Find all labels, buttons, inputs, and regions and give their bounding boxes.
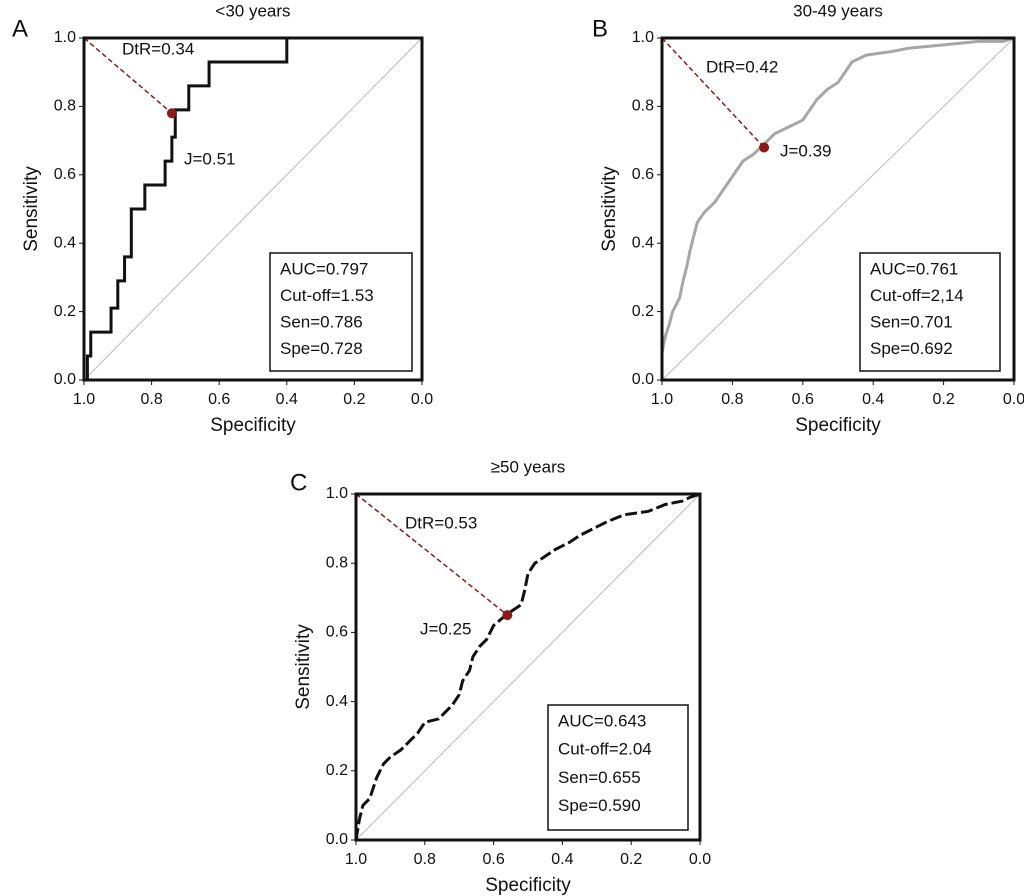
stats-line: AUC=0.797 (280, 259, 368, 278)
stats-box (859, 252, 1001, 372)
x-axis-label: Specificity (795, 415, 881, 436)
y-tick-label: 0.8 (632, 98, 654, 115)
reference-diagonal (661, 37, 1015, 381)
y-tick-label: 0.2 (54, 303, 76, 320)
x-tick-label: 0.4 (862, 391, 884, 408)
stats-box (269, 252, 413, 372)
y-tick-label: 0.4 (54, 234, 76, 251)
roc-curve (660, 36, 1015, 353)
dtr-line (355, 493, 508, 616)
stats-line: Cut-off=2,14 (870, 286, 964, 305)
y-tick-label: 0.8 (326, 554, 348, 571)
dtr-label: DtR=0.53 (405, 513, 477, 532)
chart-title: 30-49 years (793, 1, 883, 20)
x-tick-label: 1.0 (345, 851, 367, 868)
stats-line: Cut-off=2.04 (558, 740, 652, 759)
stats-line: Spe=0.692 (870, 339, 953, 358)
j-label: J=0.51 (184, 149, 236, 168)
j-label: J=0.25 (420, 619, 472, 638)
cutoff-point (502, 610, 513, 621)
x-tick-label: 0.4 (276, 391, 298, 408)
y-tick-label: 0.2 (326, 762, 348, 779)
stats-line: Spe=0.728 (280, 339, 363, 358)
panel-letter: B (592, 15, 608, 42)
reference-diagonal (83, 37, 423, 381)
x-tick-label: 0.2 (343, 391, 365, 408)
x-tick-label: 0.6 (208, 391, 230, 408)
x-tick-label: 0.2 (932, 391, 954, 408)
y-tick-label: 0.0 (326, 831, 348, 848)
x-tick-label: 0.6 (482, 851, 504, 868)
y-tick-label: 0.6 (54, 166, 76, 183)
y-tick-label: 0.6 (632, 166, 654, 183)
x-tick-label: 0.2 (620, 851, 642, 868)
cutoff-point (759, 142, 770, 153)
stats-line: Sen=0.786 (280, 312, 363, 331)
x-tick-label: 0.8 (414, 851, 436, 868)
x-tick-label: 0.0 (1003, 391, 1024, 408)
panel-letter: C (290, 469, 307, 496)
y-tick-label: 0.4 (632, 234, 654, 251)
x-tick-label: 0.8 (140, 391, 162, 408)
dtr-line (661, 37, 765, 148)
y-tick-label: 0.8 (54, 98, 76, 115)
y-tick-label: 0.0 (632, 371, 654, 388)
x-tick-label: 1.0 (73, 391, 95, 408)
roc-panel: B 30-49 years Specificity Sensitivity 1.0 0.8… (592, 1, 1024, 436)
reference-diagonal (355, 493, 701, 841)
x-tick-label: 0.8 (721, 391, 743, 408)
panel-letter: A (12, 15, 28, 42)
stats-line: Sen=0.701 (870, 312, 953, 331)
j-label: J=0.39 (780, 141, 832, 160)
roc-panel: C ≥50 years Specificity Sensitivity 1.0 0.8 0.… (290, 457, 711, 896)
plot-frame (354, 492, 702, 842)
x-tick-label: 1.0 (651, 391, 673, 408)
x-axis-label: Specificity (210, 415, 296, 436)
x-tick-label: 0.0 (689, 851, 711, 868)
y-axis-label: Sensitivity (599, 166, 620, 252)
stats-line: AUC=0.761 (870, 259, 958, 278)
y-tick-label: 0.0 (54, 371, 76, 388)
y-axis-label: Sensitivity (21, 166, 42, 252)
y-tick-label: 0.4 (326, 693, 348, 710)
x-tick-label: 0.0 (411, 391, 433, 408)
x-axis-label: Specificity (485, 875, 571, 896)
x-tick-label: 0.6 (792, 391, 814, 408)
plot-frame (82, 36, 424, 382)
stats-line: Sen=0.655 (558, 768, 641, 787)
cutoff-point (166, 108, 177, 119)
stats-box (547, 704, 689, 831)
y-tick-label: 0.6 (326, 624, 348, 641)
x-tick-label: 0.4 (551, 851, 573, 868)
y-tick-label: 0.2 (632, 303, 654, 320)
y-tick-label: 1.0 (326, 485, 348, 502)
stats-line: Spe=0.590 (558, 796, 641, 815)
roc-panel: A <30 years Specificity Sensitivity 1.0 0.8 0.… (12, 1, 433, 436)
stats-line: AUC=0.643 (558, 711, 646, 730)
chart-title: <30 years (215, 1, 290, 20)
y-tick-label: 1.0 (54, 29, 76, 46)
roc-curve (354, 492, 701, 841)
dtr-label: DtR=0.34 (122, 39, 194, 58)
y-axis-label: Sensitivity (293, 624, 314, 710)
y-tick-label: 1.0 (632, 29, 654, 46)
dtr-label: DtR=0.42 (706, 57, 778, 76)
chart-title: ≥50 years (491, 457, 566, 476)
stats-line: Cut-off=1.53 (280, 286, 374, 305)
plot-frame (660, 36, 1016, 382)
roc-curve (85, 36, 422, 380)
dtr-line (83, 37, 173, 114)
